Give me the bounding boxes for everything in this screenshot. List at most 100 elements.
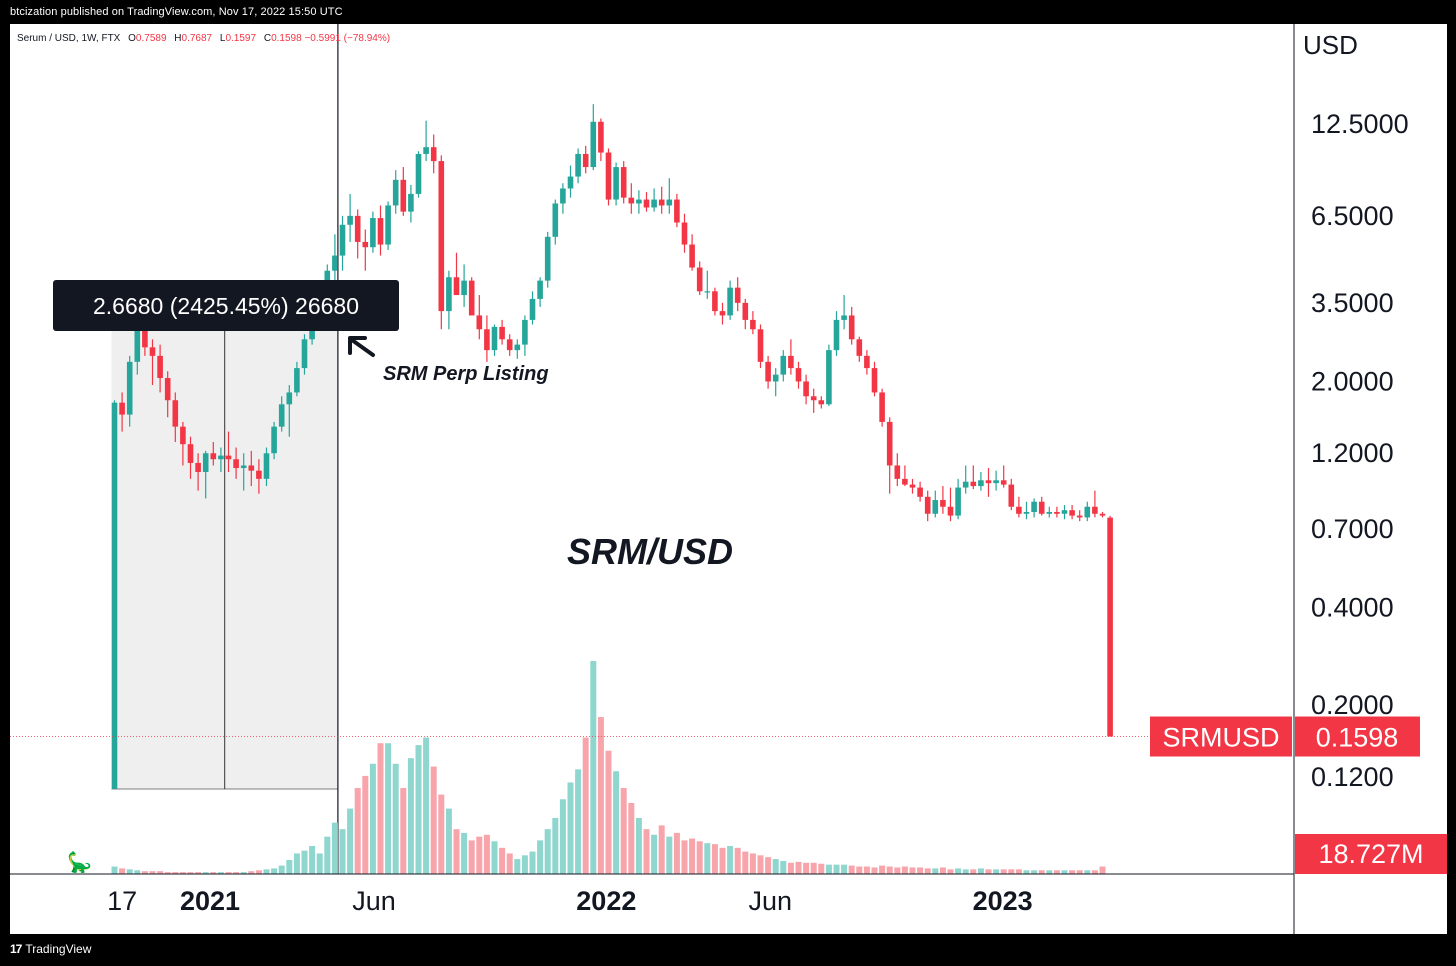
candle-body: [1046, 511, 1053, 514]
volume-bar: [795, 861, 802, 874]
candle-body: [362, 241, 369, 248]
volume-bar: [476, 836, 483, 874]
volume-bar: [886, 866, 893, 874]
volume-bar: [369, 763, 376, 874]
volume-bar: [635, 817, 642, 874]
volume-bar: [552, 817, 559, 874]
candle-body: [636, 199, 642, 204]
candle-body: [377, 218, 384, 245]
candle-body: [674, 199, 680, 223]
candle-body: [354, 215, 361, 242]
candle-body: [666, 199, 673, 206]
volume-bar: [917, 867, 924, 874]
candle-body: [537, 280, 543, 299]
candle-body: [757, 329, 764, 362]
legend-close: 0.1598: [271, 33, 302, 44]
volume-bar: [134, 870, 141, 874]
dinosaur-icon[interactable]: 🦕: [67, 852, 92, 874]
candle-body: [1092, 506, 1098, 514]
candle-body: [841, 315, 847, 320]
candle-body: [947, 506, 954, 516]
candle-body: [826, 350, 832, 405]
candle-body: [476, 315, 483, 330]
candle-body: [1023, 511, 1030, 514]
candle-body: [438, 161, 445, 312]
legend-open-label: O: [128, 33, 136, 44]
annotation-text: SRM Perp Listing: [383, 363, 549, 385]
candle-body: [940, 500, 946, 507]
volume-bar: [1069, 870, 1076, 874]
candle-body: [765, 361, 771, 382]
price-tick-label: 0.4000: [1311, 593, 1394, 623]
volume-bar: [955, 868, 962, 874]
volume-bar: [567, 782, 574, 874]
legend-low-label: L: [219, 33, 226, 44]
volume-bar: [293, 853, 300, 874]
volume-bar: [377, 743, 384, 874]
volume-bar: [848, 865, 855, 874]
volume-bar: [521, 855, 528, 874]
candle-body: [339, 224, 346, 256]
candle-body: [385, 205, 391, 245]
volume-bar: [400, 788, 407, 874]
volume-bar: [924, 868, 931, 874]
candle-body: [560, 188, 566, 204]
volume-bar: [757, 855, 764, 874]
candle-body: [902, 478, 908, 485]
time-tick-label: 2021: [180, 886, 240, 916]
volume-bar: [309, 845, 316, 874]
candle-body: [970, 481, 977, 487]
volume-bar: [141, 871, 148, 874]
candle-body: [1107, 517, 1113, 737]
volume-bar: [590, 661, 597, 874]
symbol-legend: Serum / USD, 1W, FTX O0.7589 H0.7687 L0.…: [17, 33, 390, 44]
candle-body: [408, 193, 414, 212]
volume-bar: [901, 866, 908, 874]
candle-body: [225, 455, 232, 460]
volume-bar: [658, 825, 665, 874]
volume-bar: [202, 872, 209, 874]
candle-body: [286, 392, 293, 405]
volume-bar: [772, 859, 779, 874]
candle-body: [598, 121, 604, 153]
volume-bar: [499, 847, 506, 874]
volume-bar: [1099, 866, 1106, 874]
volume-bar: [255, 870, 262, 874]
volume-bar: [993, 869, 1000, 874]
footer: 17 TradingView: [10, 942, 91, 956]
candle-body: [871, 368, 878, 393]
footer-brand: TradingView: [25, 942, 92, 956]
volume-bar: [392, 763, 399, 874]
candle-body: [613, 167, 619, 200]
candle-body: [392, 179, 399, 206]
candle-body: [202, 453, 209, 473]
candle-body: [233, 459, 239, 469]
candle-body: [689, 244, 695, 268]
volume-bar: [613, 771, 620, 874]
volume-bar: [871, 867, 878, 874]
volume-bar: [1000, 869, 1007, 874]
candle-body: [818, 400, 825, 405]
volume-bar: [278, 865, 285, 874]
candle-body: [423, 147, 429, 154]
candle-body: [522, 319, 528, 345]
volume-bar: [423, 737, 430, 874]
chart-panel[interactable]: USD 12.5000 6.5000 3.5000 2.0000 1.2000 0.7000…: [10, 24, 1447, 934]
legend-high-label: H: [174, 33, 182, 44]
volume-bar: [149, 871, 156, 874]
price-badge-text: 0.1598: [1316, 723, 1399, 753]
candle-body: [187, 444, 194, 463]
candle-body: [643, 199, 650, 208]
volume-bar: [354, 788, 361, 874]
volume-bar: [909, 867, 916, 874]
volume-bar: [977, 868, 984, 874]
volume-bar: [1061, 870, 1068, 874]
candle-body: [446, 277, 452, 312]
volume-bar: [582, 737, 589, 874]
price-chart[interactable]: USD 12.5000 6.5000 3.5000 2.0000 1.2000 0.7000…: [10, 24, 1447, 934]
symbol-badge-text: SRMUSD: [1162, 723, 1279, 753]
candle-body: [461, 280, 467, 296]
candle-body: [955, 487, 961, 516]
center-title: SRM/USD: [567, 531, 733, 572]
candle-body: [772, 374, 779, 382]
